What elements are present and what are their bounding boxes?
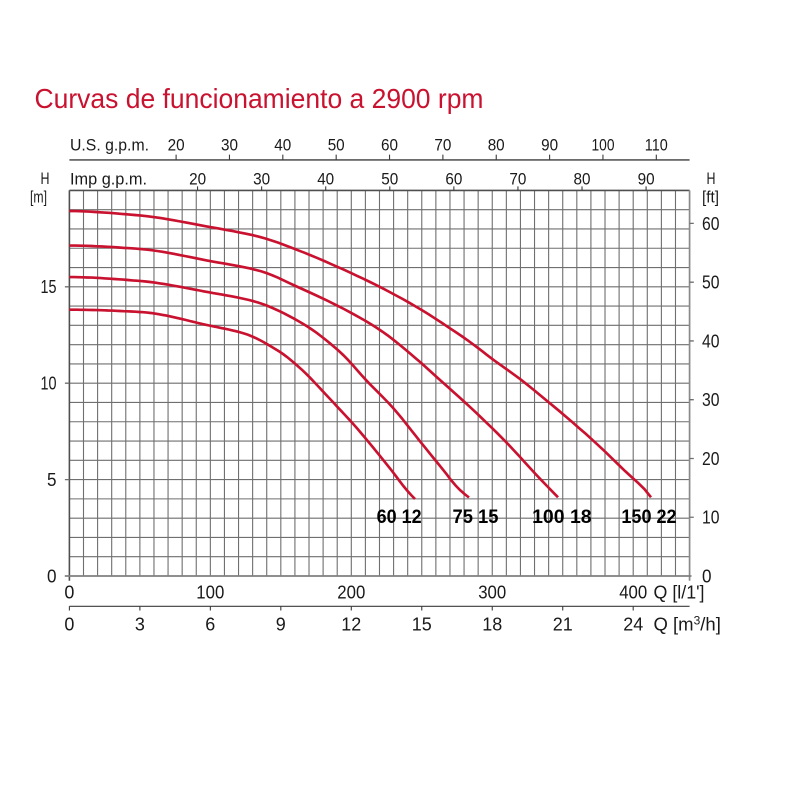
svg-text:10: 10: [41, 374, 57, 394]
svg-text:5: 5: [47, 470, 57, 490]
svg-text:3: 3: [135, 614, 145, 635]
svg-text:100 18: 100 18: [532, 506, 592, 528]
svg-text:60 12: 60 12: [377, 506, 422, 528]
svg-text:6: 6: [205, 614, 215, 635]
svg-text:60: 60: [445, 170, 462, 188]
svg-text:80: 80: [574, 170, 591, 188]
svg-text:[m]: [m]: [30, 189, 47, 207]
svg-text:20: 20: [189, 170, 206, 188]
svg-text:60: 60: [381, 137, 398, 155]
svg-text:50: 50: [328, 137, 345, 155]
svg-text:75 15: 75 15: [453, 506, 499, 528]
svg-text:15: 15: [412, 614, 432, 635]
svg-text:H: H: [41, 170, 50, 188]
svg-text:100: 100: [592, 137, 615, 155]
svg-text:0: 0: [64, 582, 74, 603]
svg-text:50: 50: [702, 273, 720, 293]
svg-text:90: 90: [638, 170, 655, 188]
svg-text:0: 0: [64, 614, 74, 635]
svg-text:40: 40: [274, 137, 291, 155]
svg-text:80: 80: [488, 137, 505, 155]
svg-text:12: 12: [341, 614, 361, 635]
svg-text:18: 18: [482, 614, 502, 635]
svg-text:15: 15: [41, 277, 57, 297]
svg-text:24: 24: [623, 614, 643, 635]
svg-text:10: 10: [702, 508, 720, 528]
svg-text:70: 70: [509, 170, 526, 188]
svg-text:[ft]: [ft]: [702, 189, 719, 207]
svg-text:30: 30: [253, 170, 270, 188]
svg-text:300: 300: [478, 582, 506, 603]
svg-text:9: 9: [276, 614, 286, 635]
svg-text:100: 100: [196, 582, 224, 603]
svg-text:21: 21: [553, 614, 573, 635]
svg-text:200: 200: [337, 582, 365, 603]
svg-text:Q [l/1']: Q [l/1']: [654, 582, 705, 603]
svg-text:110: 110: [645, 137, 668, 155]
svg-text:90: 90: [541, 137, 558, 155]
svg-text:150 22: 150 22: [621, 506, 676, 528]
svg-text:70: 70: [434, 137, 451, 155]
svg-text:400: 400: [619, 582, 647, 603]
svg-text:U.S. g.p.m.: U.S. g.p.m.: [70, 137, 149, 155]
svg-text:50: 50: [381, 170, 398, 188]
svg-text:Q [m3/h]: Q [m3/h]: [654, 614, 721, 635]
svg-text:40: 40: [702, 331, 720, 351]
svg-text:Curvas de funcionamiento a 290: Curvas de funcionamiento a 2900 rpm: [35, 83, 484, 114]
svg-text:Imp g.p.m.: Imp g.p.m.: [70, 170, 147, 188]
svg-text:20: 20: [702, 449, 720, 469]
svg-text:0: 0: [702, 566, 712, 586]
svg-text:30: 30: [702, 390, 720, 410]
svg-text:H: H: [707, 170, 716, 188]
svg-text:40: 40: [317, 170, 334, 188]
svg-text:60: 60: [702, 214, 720, 234]
svg-text:30: 30: [221, 137, 238, 155]
svg-text:0: 0: [47, 566, 57, 586]
svg-text:20: 20: [168, 137, 185, 155]
